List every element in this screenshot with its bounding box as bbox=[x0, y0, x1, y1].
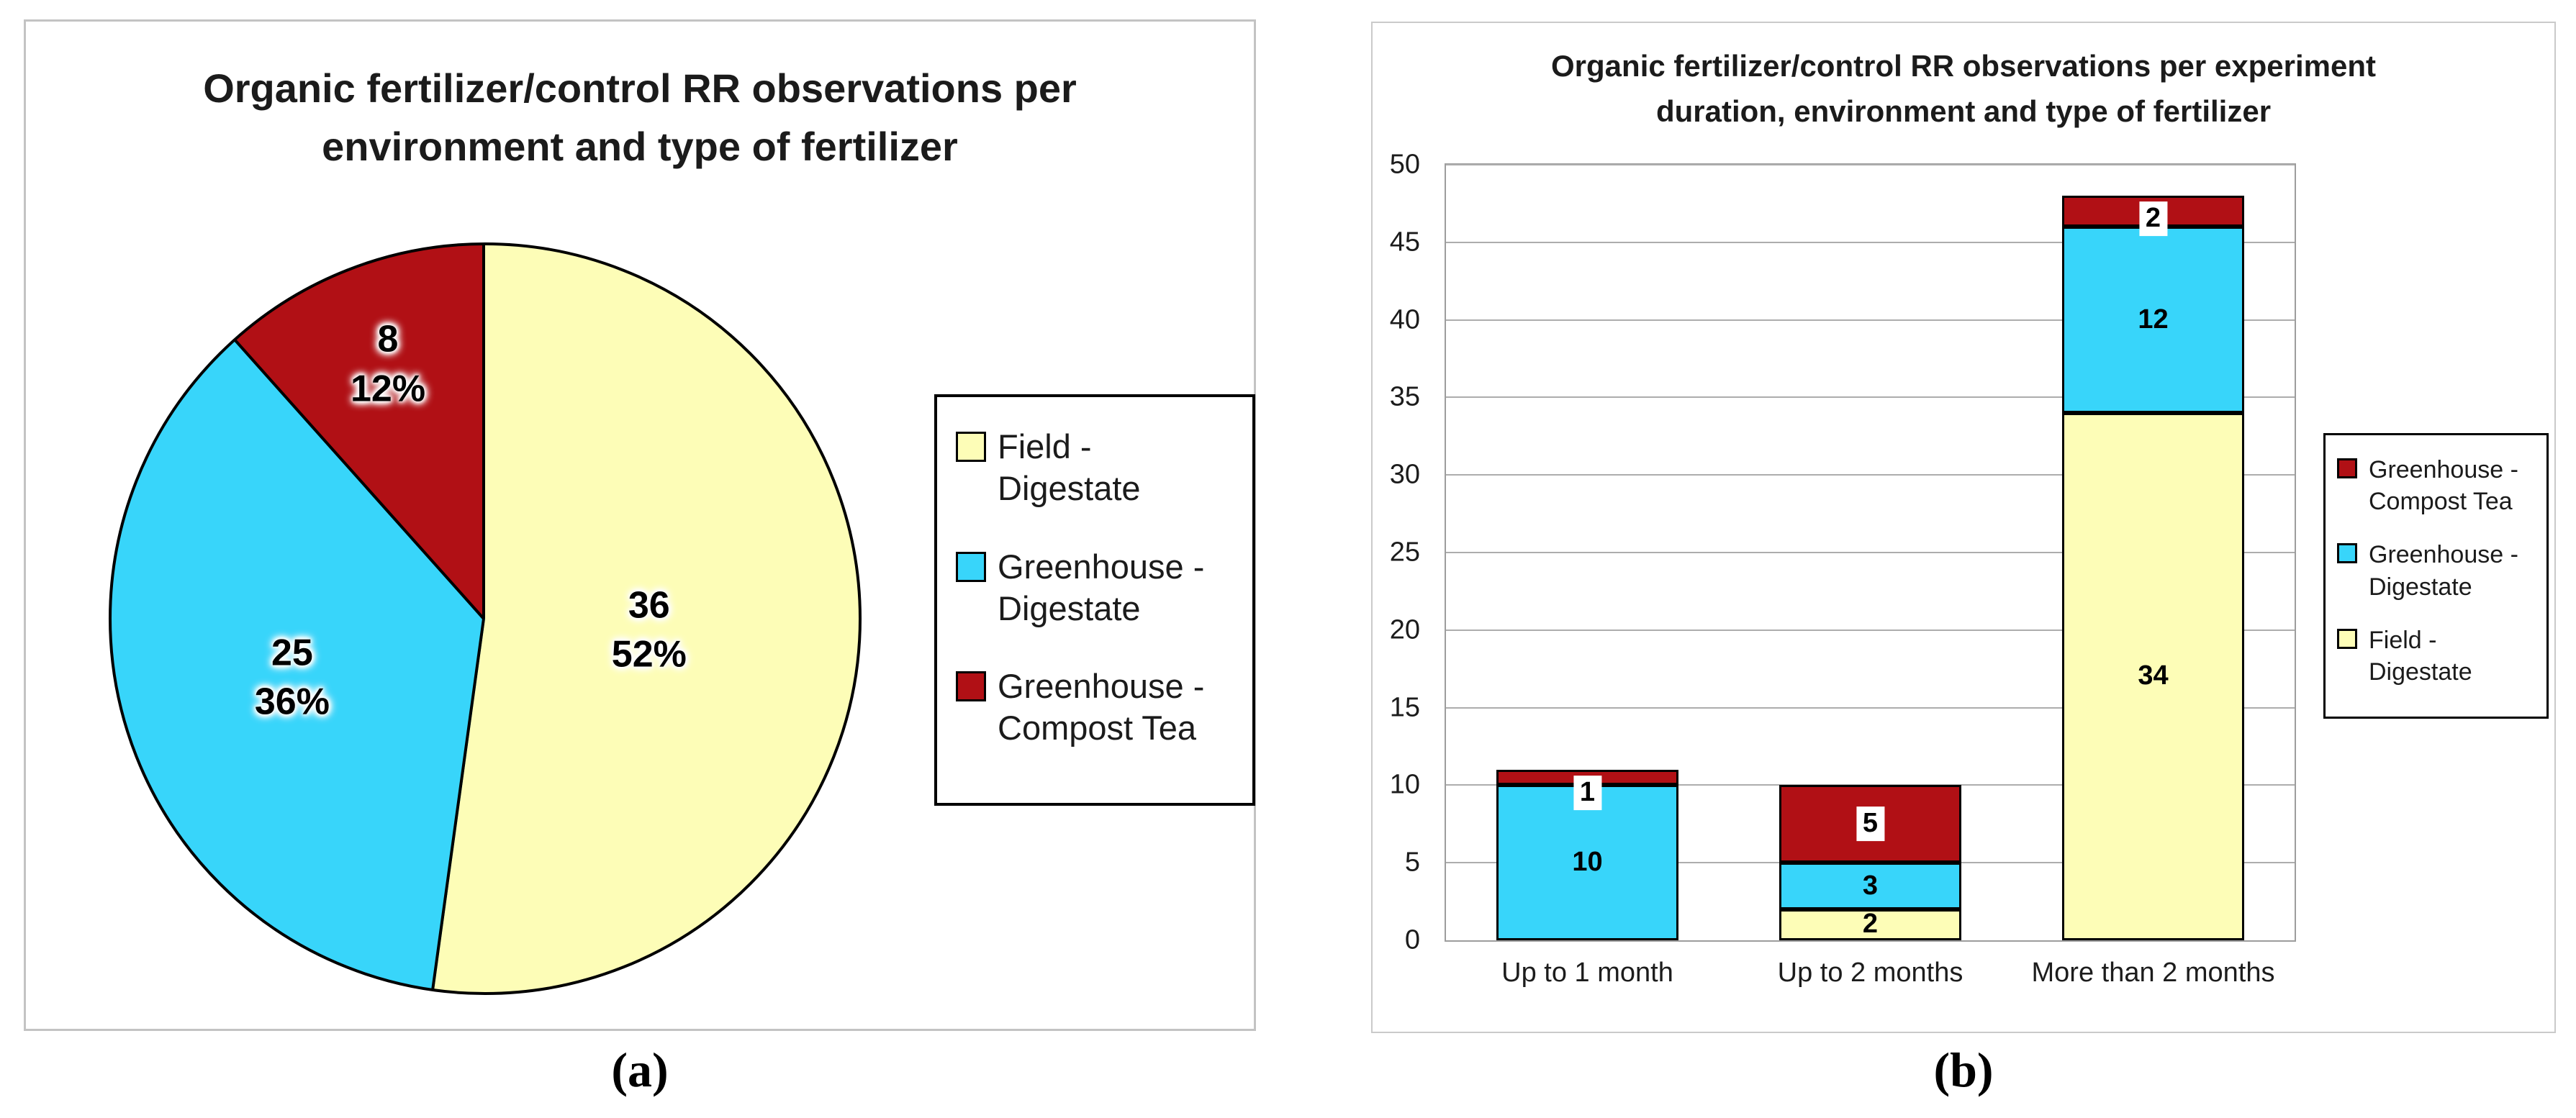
pie-slice-divider bbox=[482, 245, 485, 619]
caption-b: (b) bbox=[1933, 1042, 1994, 1097]
legend-label: Greenhouse - Compost Tea bbox=[2369, 456, 2518, 516]
gridline bbox=[1446, 396, 2295, 399]
pie-slice-label: 36 52% bbox=[612, 581, 687, 679]
y-axis-label: 10 bbox=[1389, 769, 1420, 800]
bar-plot-area: 0 5 10 15 20 25 30 35 40 45 50 10 1 Up to 1 month 2 3 5 U… bbox=[1390, 150, 2296, 988]
legend-swatch bbox=[2337, 628, 2357, 649]
bar-segment bbox=[1779, 863, 1961, 909]
legend-item: Greenhouse - Digestate bbox=[2337, 539, 2535, 602]
bar-value-label: 34 bbox=[2138, 660, 2169, 691]
gridline bbox=[1446, 552, 2295, 553]
gridline bbox=[1446, 241, 2295, 243]
legend-swatch bbox=[2337, 543, 2357, 564]
legend-swatch bbox=[956, 551, 986, 582]
x-axis-label: More than 2 months bbox=[2031, 958, 2275, 988]
y-axis-label: 15 bbox=[1389, 692, 1420, 723]
pie-legend: Field - Digestate Greenhouse - Digestate G… bbox=[934, 394, 1255, 806]
caption-a: (a) bbox=[611, 1042, 669, 1097]
gridline bbox=[1446, 474, 2295, 476]
legend-item: Greenhouse - Compost Tea bbox=[956, 665, 1234, 750]
pie bbox=[109, 242, 862, 995]
bar-value-label: 5 bbox=[1856, 806, 1885, 842]
legend-label: Field - Digestate bbox=[998, 427, 1141, 508]
pie-slice-percent: 36% bbox=[254, 681, 330, 723]
y-axis-label: 0 bbox=[1404, 924, 1420, 955]
legend-item: Field - Digestate bbox=[2337, 624, 2535, 688]
bar-segment bbox=[2062, 412, 2244, 940]
pie-slice-percent: 52% bbox=[611, 633, 687, 676]
pie-chart-title: Organic fertilizer/control RR observatio… bbox=[26, 59, 1254, 176]
bar-segment bbox=[1779, 909, 1961, 940]
legend-label: Greenhouse - Compost Tea bbox=[998, 667, 1205, 747]
bar-segment bbox=[1496, 785, 1678, 940]
legend-label: Greenhouse - Digestate bbox=[998, 547, 1205, 627]
y-axis-label: 20 bbox=[1389, 614, 1420, 645]
gridline bbox=[1446, 319, 2295, 321]
pie-chart: 36 52% 25 36% 8 12% bbox=[109, 242, 862, 995]
bar-legend: Greenhouse - Compost Tea Greenhouse - Dig… bbox=[2323, 433, 2549, 719]
bar-value-label: 2 bbox=[2138, 201, 2168, 237]
pie-slice-label: 8 12% bbox=[351, 314, 425, 413]
bar-panel: Organic fertilizer/control RR observatio… bbox=[1371, 22, 2556, 1033]
chart-title-line: Organic fertilizer/control RR observatio… bbox=[203, 65, 1077, 111]
pie-slice-value: 8 bbox=[377, 318, 399, 360]
y-axis-label: 35 bbox=[1389, 381, 1420, 412]
legend-item: Field - Digestate bbox=[956, 426, 1234, 510]
x-axis-label: Up to 2 months bbox=[1777, 958, 1963, 988]
bar-value-label: 3 bbox=[1862, 870, 1879, 901]
bar-value-label: 2 bbox=[1862, 909, 1879, 940]
y-axis-label: 45 bbox=[1389, 227, 1420, 258]
pie-slice-value: 36 bbox=[628, 583, 670, 626]
gridline bbox=[1446, 706, 2295, 709]
bar-chart-title: Organic fertilizer/control RR observatio… bbox=[1373, 43, 2554, 134]
bar-value-label: 12 bbox=[2138, 304, 2169, 335]
bar-segment bbox=[2062, 227, 2244, 413]
y-axis-label: 5 bbox=[1404, 847, 1420, 878]
legend-swatch bbox=[956, 432, 986, 462]
bar-value-label: 1 bbox=[1573, 775, 1602, 810]
chart-title-line: duration, environment and type of fertil… bbox=[1655, 94, 2272, 128]
legend-item: Greenhouse - Compost Tea bbox=[2337, 454, 2535, 517]
x-axis-label: Up to 1 month bbox=[1501, 958, 1673, 988]
y-axis-label: 50 bbox=[1389, 149, 1420, 180]
y-axis-label: 30 bbox=[1389, 459, 1420, 490]
bar-value-label: 10 bbox=[1572, 847, 1603, 878]
gridline bbox=[1446, 164, 2295, 165]
legend-label: Greenhouse - Digestate bbox=[2369, 541, 2518, 601]
chart-title-line: Organic fertilizer/control RR observatio… bbox=[1551, 49, 2376, 83]
legend-item: Greenhouse - Digestate bbox=[956, 546, 1234, 630]
pie-slice-label: 25 36% bbox=[255, 628, 330, 727]
legend-swatch bbox=[956, 671, 986, 702]
pie-panel: Organic fertilizer/control RR observatio… bbox=[24, 19, 1256, 1031]
chart-title-line: environment and type of fertilizer bbox=[322, 124, 958, 170]
pie-slice-percent: 12% bbox=[350, 367, 426, 409]
y-axis-label: 25 bbox=[1389, 537, 1420, 568]
y-axis-label: 40 bbox=[1389, 304, 1420, 335]
pie-slice-value: 25 bbox=[271, 632, 313, 674]
gridline bbox=[1446, 629, 2295, 631]
legend-swatch bbox=[2337, 458, 2357, 478]
legend-label: Field - Digestate bbox=[2369, 626, 2472, 686]
